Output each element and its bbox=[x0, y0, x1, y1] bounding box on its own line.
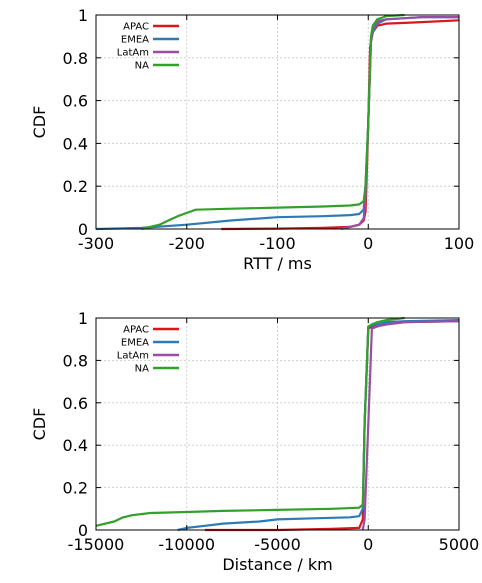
series-line-na bbox=[141, 13, 405, 231]
series-line-emea bbox=[177, 319, 460, 532]
series-line-na bbox=[95, 316, 405, 527]
legend-label-latam: LatAm bbox=[117, 351, 149, 362]
legend-label-emea: EMEA bbox=[121, 35, 149, 46]
x-tick-label: -200 bbox=[169, 234, 205, 253]
chart-panel-2: -15000 -10000 -5000 0 5000 0 0.2 0.4 0.6 0.8 1 Dist… bbox=[30, 309, 479, 574]
series-line-apac bbox=[204, 320, 460, 532]
x-tick-label: 0 bbox=[363, 234, 373, 253]
x-tick-label: -10000 bbox=[158, 535, 215, 554]
y-tick-label: 0.2 bbox=[63, 177, 88, 196]
y-tick-label: 0.4 bbox=[63, 436, 88, 455]
y-tick-label: 0.6 bbox=[63, 92, 88, 111]
legend: APAC EMEA LatAm NA bbox=[117, 325, 179, 375]
y-tick-label: 0.4 bbox=[63, 134, 88, 153]
series-line-apac bbox=[221, 19, 460, 231]
legend: APAC EMEA LatAm NA bbox=[117, 22, 179, 72]
x-tick-label: -5000 bbox=[254, 535, 301, 554]
y-tick-label: 0.2 bbox=[63, 479, 88, 498]
x-axis-label: Distance / km bbox=[222, 555, 332, 574]
legend-label-na: NA bbox=[135, 364, 149, 375]
y-tick-label: 1 bbox=[78, 309, 88, 328]
legend-label-latam: LatAm bbox=[117, 48, 149, 59]
y-tick-label: 0 bbox=[78, 220, 88, 239]
x-tick-label: -100 bbox=[259, 234, 295, 253]
legend-label-apac: APAC bbox=[123, 22, 149, 33]
legend-label-apac: APAC bbox=[123, 325, 149, 336]
x-axis-label: RTT / ms bbox=[243, 254, 312, 273]
y-tick-label: 0 bbox=[78, 521, 88, 540]
y-axis-label: CDF bbox=[30, 408, 49, 441]
y-axis-label: CDF bbox=[30, 106, 49, 139]
x-tick-label: -15000 bbox=[68, 535, 125, 554]
x-tick-label: 0 bbox=[363, 535, 373, 554]
x-tick-label: 100 bbox=[444, 234, 475, 253]
series-line-latam bbox=[340, 16, 459, 231]
y-tick-label: 0.8 bbox=[63, 49, 88, 68]
legend-label-na: NA bbox=[135, 61, 149, 72]
series-line-latam bbox=[361, 320, 460, 531]
y-tick-label: 0.8 bbox=[63, 351, 88, 370]
chart-panel-1: -300 -200 -100 0 100 0 0.2 0.4 0.6 0.8 1 RTT / ms CD… bbox=[30, 6, 474, 273]
y-tick-label: 0.6 bbox=[63, 394, 88, 413]
y-tick-label: 1 bbox=[78, 6, 88, 25]
x-tick-label: -300 bbox=[78, 234, 114, 253]
legend-label-emea: EMEA bbox=[121, 338, 149, 349]
x-tick-label: 5000 bbox=[439, 535, 480, 554]
